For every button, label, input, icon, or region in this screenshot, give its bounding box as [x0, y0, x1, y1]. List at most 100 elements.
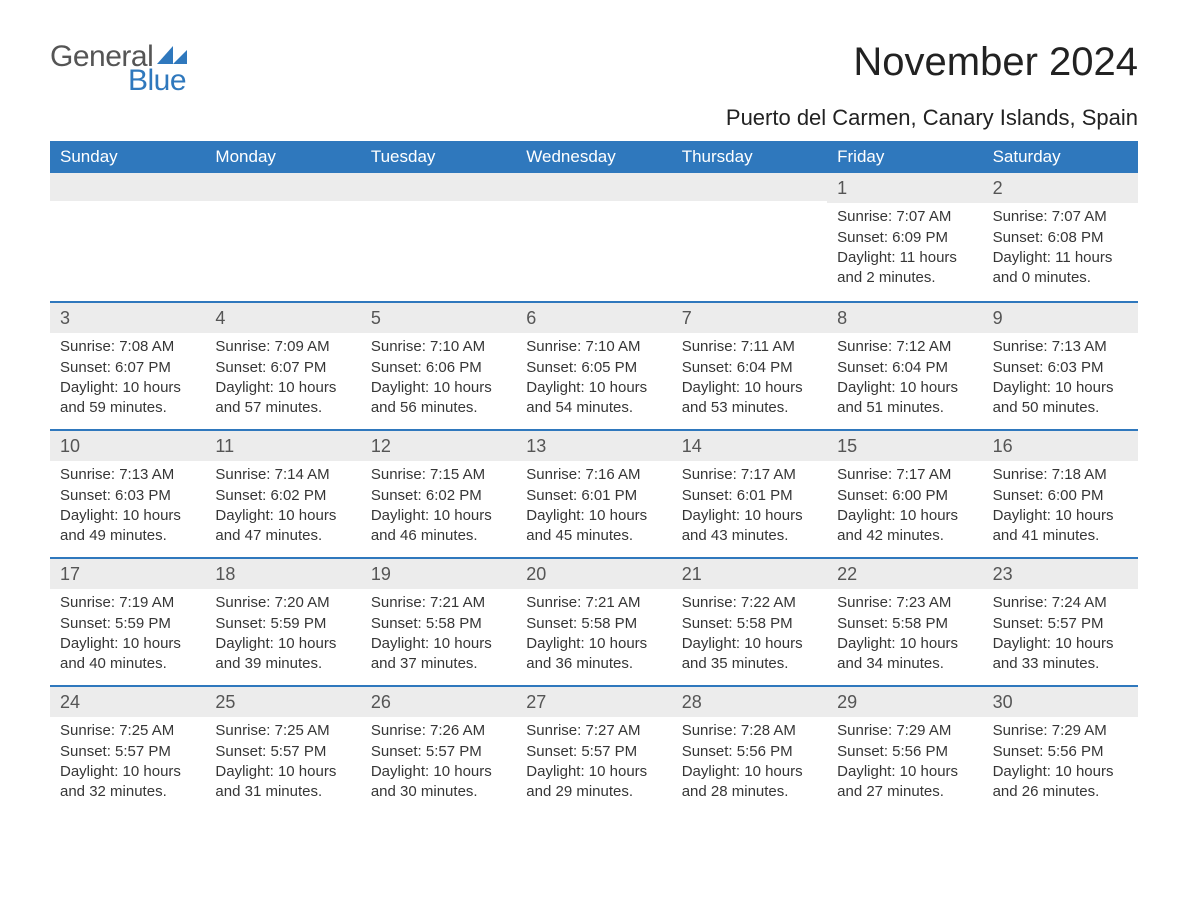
daylight-text: Daylight: 10 hours and 54 minutes. [526, 378, 661, 419]
sunrise-text: Sunrise: 7:12 AM [837, 337, 972, 357]
title-block: November 2024 Puerto del Carmen, Canary … [726, 40, 1138, 131]
sunset-text: Sunset: 6:03 PM [993, 358, 1128, 378]
sunset-text: Sunset: 6:08 PM [993, 228, 1128, 248]
calendar-cell: 11Sunrise: 7:14 AMSunset: 6:02 PMDayligh… [205, 431, 360, 557]
sunset-text: Sunset: 5:58 PM [371, 614, 506, 634]
day-number: 4 [205, 303, 360, 333]
day-number: 25 [205, 687, 360, 717]
sunrise-text: Sunrise: 7:17 AM [837, 465, 972, 485]
calendar-cell: 21Sunrise: 7:22 AMSunset: 5:58 PMDayligh… [672, 559, 827, 685]
day-content: Sunrise: 7:13 AMSunset: 6:03 PMDaylight:… [983, 333, 1138, 428]
sunset-text: Sunset: 6:07 PM [60, 358, 195, 378]
sunrise-text: Sunrise: 7:10 AM [371, 337, 506, 357]
logo-word-blue: Blue [128, 64, 186, 98]
calendar-cell: 12Sunrise: 7:15 AMSunset: 6:02 PMDayligh… [361, 431, 516, 557]
daylight-text: Daylight: 10 hours and 35 minutes. [682, 634, 817, 675]
daylight-text: Daylight: 10 hours and 57 minutes. [215, 378, 350, 419]
sunrise-text: Sunrise: 7:08 AM [60, 337, 195, 357]
sunset-text: Sunset: 5:58 PM [682, 614, 817, 634]
sunset-text: Sunset: 6:00 PM [837, 486, 972, 506]
daylight-text: Daylight: 10 hours and 51 minutes. [837, 378, 972, 419]
sunrise-text: Sunrise: 7:26 AM [371, 721, 506, 741]
day-number: 22 [827, 559, 982, 589]
sunrise-text: Sunrise: 7:17 AM [682, 465, 817, 485]
weekday-header: Tuesday [361, 141, 516, 173]
calendar-cell: 6Sunrise: 7:10 AMSunset: 6:05 PMDaylight… [516, 303, 671, 429]
sunset-text: Sunset: 6:07 PM [215, 358, 350, 378]
day-number: 5 [361, 303, 516, 333]
calendar-cell: 1Sunrise: 7:07 AMSunset: 6:09 PMDaylight… [827, 173, 982, 301]
sunset-text: Sunset: 6:01 PM [526, 486, 661, 506]
day-number: 26 [361, 687, 516, 717]
daylight-text: Daylight: 10 hours and 41 minutes. [993, 506, 1128, 547]
sunset-text: Sunset: 5:58 PM [526, 614, 661, 634]
calendar-cell: 27Sunrise: 7:27 AMSunset: 5:57 PMDayligh… [516, 687, 671, 813]
day-number: 14 [672, 431, 827, 461]
calendar-week: 3Sunrise: 7:08 AMSunset: 6:07 PMDaylight… [50, 301, 1138, 429]
calendar-cell: 29Sunrise: 7:29 AMSunset: 5:56 PMDayligh… [827, 687, 982, 813]
sunset-text: Sunset: 5:57 PM [526, 742, 661, 762]
logo-triangle-icon [157, 46, 187, 66]
calendar-week: 24Sunrise: 7:25 AMSunset: 5:57 PMDayligh… [50, 685, 1138, 813]
day-number: 3 [50, 303, 205, 333]
logo: General Blue [50, 40, 187, 98]
sunset-text: Sunset: 6:03 PM [60, 486, 195, 506]
day-content: Sunrise: 7:27 AMSunset: 5:57 PMDaylight:… [516, 717, 671, 812]
day-content: Sunrise: 7:10 AMSunset: 6:05 PMDaylight:… [516, 333, 671, 428]
day-content: Sunrise: 7:17 AMSunset: 6:00 PMDaylight:… [827, 461, 982, 556]
sunrise-text: Sunrise: 7:20 AM [215, 593, 350, 613]
sunrise-text: Sunrise: 7:29 AM [993, 721, 1128, 741]
daylight-text: Daylight: 10 hours and 39 minutes. [215, 634, 350, 675]
day-number [672, 173, 827, 201]
sunrise-text: Sunrise: 7:25 AM [60, 721, 195, 741]
day-content: Sunrise: 7:14 AMSunset: 6:02 PMDaylight:… [205, 461, 360, 556]
day-content: Sunrise: 7:21 AMSunset: 5:58 PMDaylight:… [361, 589, 516, 684]
day-number: 10 [50, 431, 205, 461]
day-content: Sunrise: 7:17 AMSunset: 6:01 PMDaylight:… [672, 461, 827, 556]
weekday-header-row: Sunday Monday Tuesday Wednesday Thursday… [50, 141, 1138, 173]
calendar-cell [50, 173, 205, 301]
sunset-text: Sunset: 5:57 PM [60, 742, 195, 762]
day-number: 27 [516, 687, 671, 717]
day-number: 16 [983, 431, 1138, 461]
day-number: 24 [50, 687, 205, 717]
day-content: Sunrise: 7:16 AMSunset: 6:01 PMDaylight:… [516, 461, 671, 556]
sunset-text: Sunset: 6:09 PM [837, 228, 972, 248]
daylight-text: Daylight: 10 hours and 28 minutes. [682, 762, 817, 803]
day-content: Sunrise: 7:20 AMSunset: 5:59 PMDaylight:… [205, 589, 360, 684]
daylight-text: Daylight: 10 hours and 34 minutes. [837, 634, 972, 675]
calendar-cell: 7Sunrise: 7:11 AMSunset: 6:04 PMDaylight… [672, 303, 827, 429]
calendar-cell: 4Sunrise: 7:09 AMSunset: 6:07 PMDaylight… [205, 303, 360, 429]
day-number [205, 173, 360, 201]
daylight-text: Daylight: 11 hours and 2 minutes. [837, 248, 972, 289]
day-number: 18 [205, 559, 360, 589]
sunset-text: Sunset: 6:02 PM [371, 486, 506, 506]
day-number: 2 [983, 173, 1138, 203]
calendar-week: 1Sunrise: 7:07 AMSunset: 6:09 PMDaylight… [50, 173, 1138, 301]
day-number: 6 [516, 303, 671, 333]
sunrise-text: Sunrise: 7:21 AM [371, 593, 506, 613]
calendar-cell [205, 173, 360, 301]
day-content: Sunrise: 7:26 AMSunset: 5:57 PMDaylight:… [361, 717, 516, 812]
weekday-header: Wednesday [516, 141, 671, 173]
daylight-text: Daylight: 10 hours and 47 minutes. [215, 506, 350, 547]
sunset-text: Sunset: 5:57 PM [215, 742, 350, 762]
daylight-text: Daylight: 10 hours and 43 minutes. [682, 506, 817, 547]
calendar-cell: 19Sunrise: 7:21 AMSunset: 5:58 PMDayligh… [361, 559, 516, 685]
sunset-text: Sunset: 6:04 PM [837, 358, 972, 378]
daylight-text: Daylight: 10 hours and 33 minutes. [993, 634, 1128, 675]
sunrise-text: Sunrise: 7:27 AM [526, 721, 661, 741]
weekday-header: Monday [205, 141, 360, 173]
calendar-cell: 5Sunrise: 7:10 AMSunset: 6:06 PMDaylight… [361, 303, 516, 429]
sunset-text: Sunset: 6:02 PM [215, 486, 350, 506]
sunrise-text: Sunrise: 7:19 AM [60, 593, 195, 613]
calendar-cell: 9Sunrise: 7:13 AMSunset: 6:03 PMDaylight… [983, 303, 1138, 429]
sunset-text: Sunset: 5:57 PM [993, 614, 1128, 634]
daylight-text: Daylight: 10 hours and 45 minutes. [526, 506, 661, 547]
calendar-cell [361, 173, 516, 301]
sunrise-text: Sunrise: 7:11 AM [682, 337, 817, 357]
daylight-text: Daylight: 10 hours and 29 minutes. [526, 762, 661, 803]
day-content: Sunrise: 7:29 AMSunset: 5:56 PMDaylight:… [983, 717, 1138, 812]
day-number: 13 [516, 431, 671, 461]
sunset-text: Sunset: 5:56 PM [993, 742, 1128, 762]
